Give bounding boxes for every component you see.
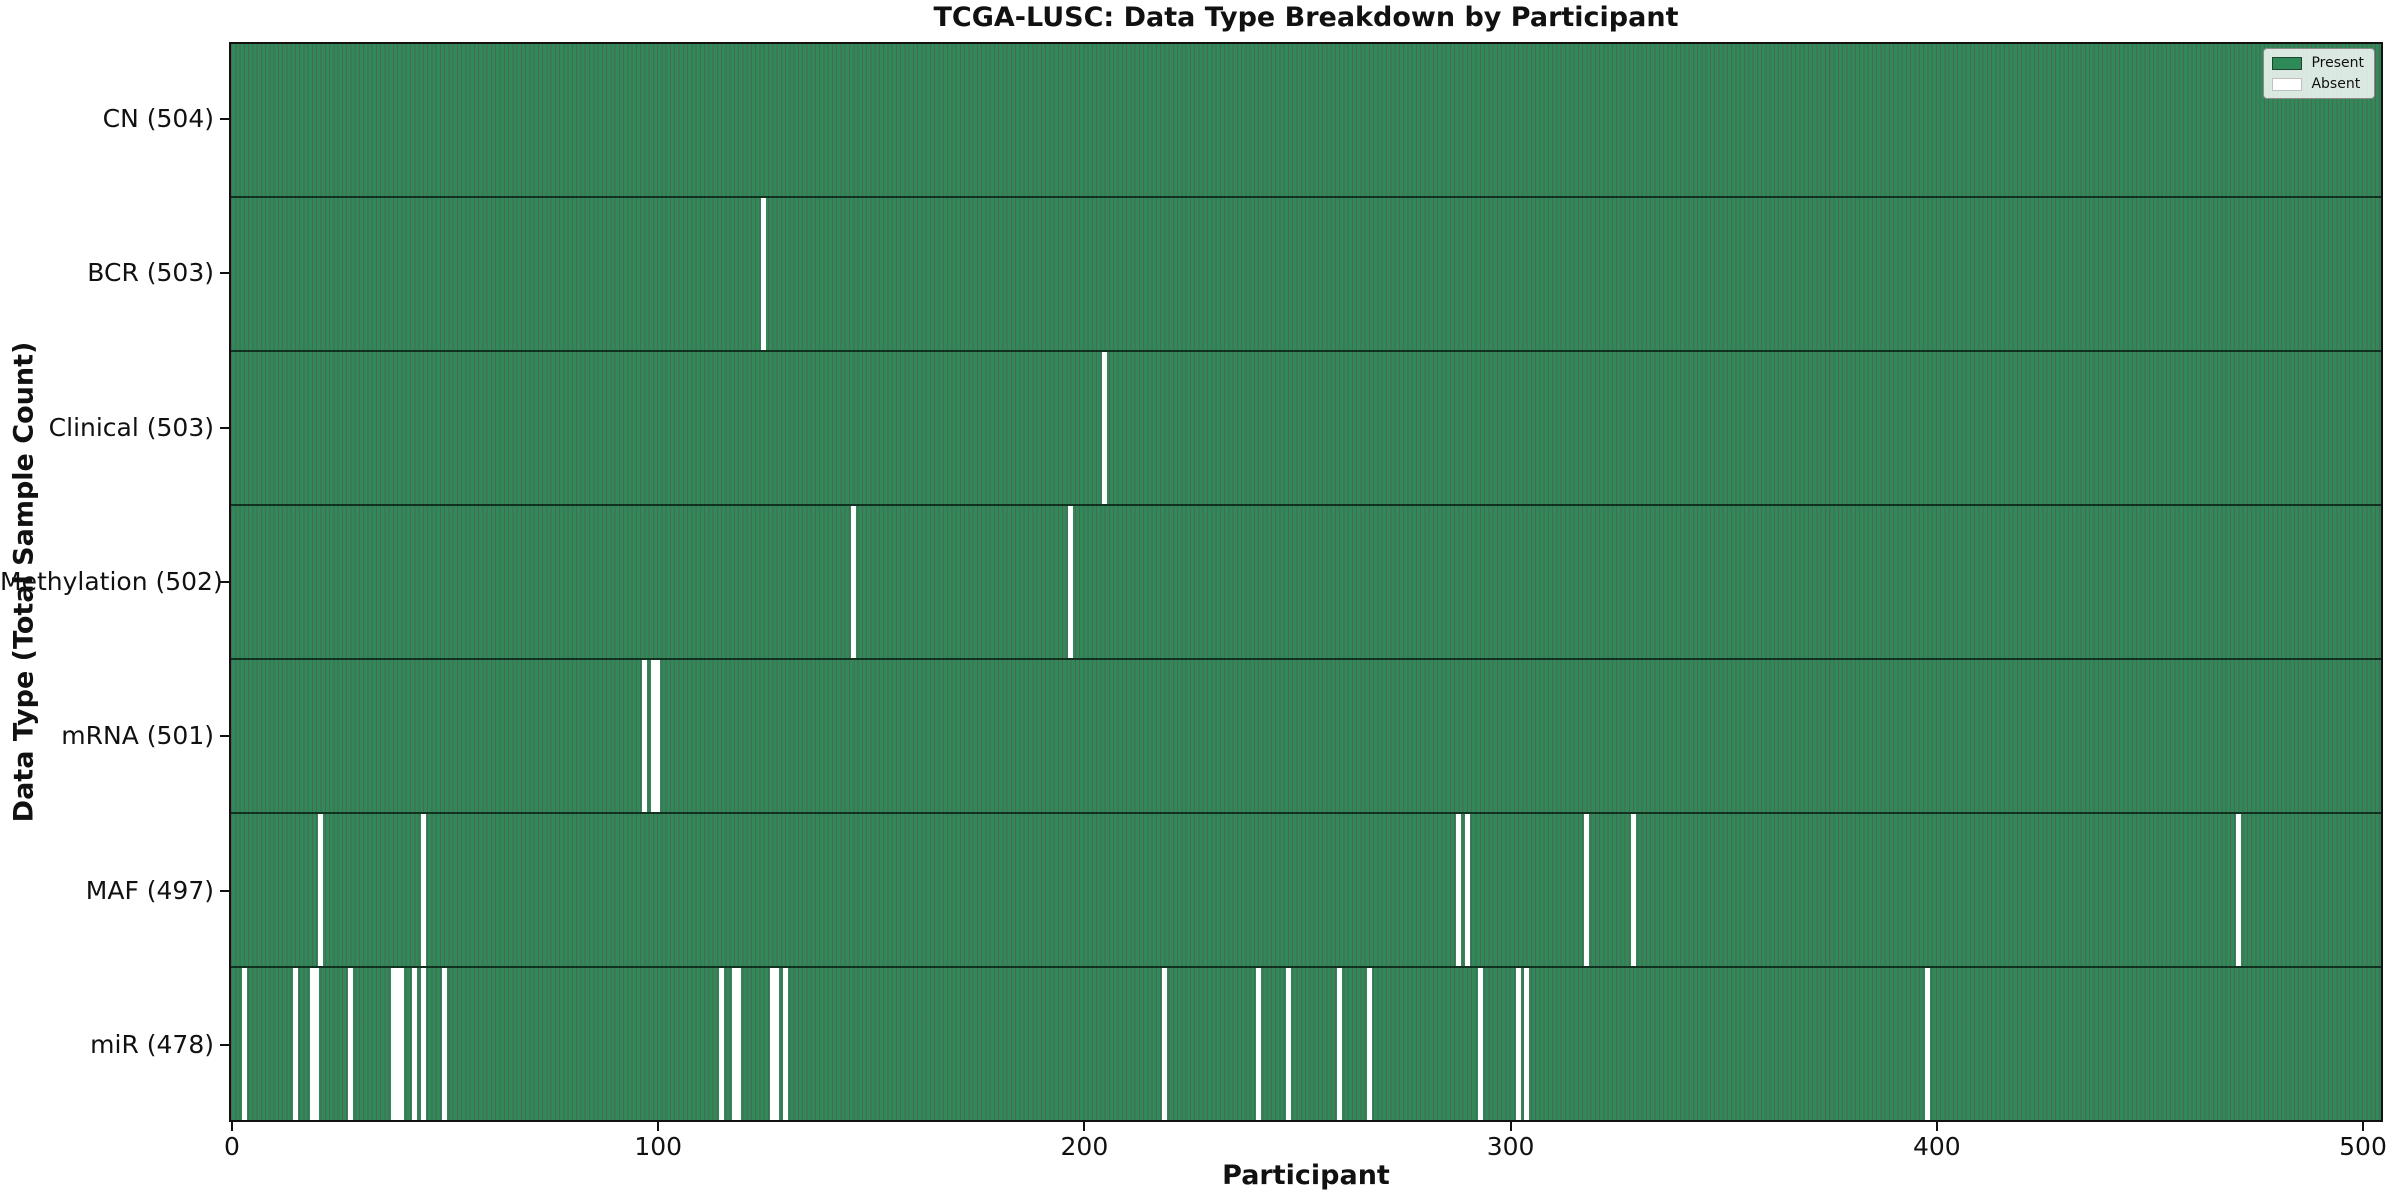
absent-gap (348, 968, 354, 1120)
absent-gap (1336, 968, 1342, 1120)
legend-label-absent: Absent (2311, 76, 2361, 92)
absent-gap (1584, 814, 1590, 966)
y-tick-mark (220, 735, 229, 738)
absent-gap (1255, 968, 1261, 1120)
y-tick-mark (220, 426, 229, 429)
absent-gap (420, 968, 426, 1120)
absent-gap (441, 968, 447, 1120)
absent-gap (1630, 814, 1636, 966)
y-tick-label: BCR (503) (87, 258, 214, 288)
absent-gap (241, 968, 247, 1120)
legend: Present Absent (2263, 48, 2375, 99)
absent-gap (292, 968, 298, 1120)
data-row-bcr (231, 198, 2381, 352)
x-tick-mark (1935, 1122, 1938, 1131)
x-tick-label: 300 (1486, 1132, 1535, 1161)
absent-gap (1162, 968, 1168, 1120)
absent-gap (735, 968, 741, 1120)
legend-swatch-absent-icon (2272, 77, 2303, 91)
legend-entry-present: Present (2272, 55, 2364, 71)
absent-gap (1068, 506, 1074, 658)
x-axis-label: Participant (1222, 1160, 1390, 1191)
y-tick-label: Clinical (503) (48, 412, 214, 442)
data-row-maf (231, 814, 2381, 968)
absent-gap (1102, 352, 1108, 504)
x-tick-mark (1083, 1122, 1086, 1131)
absent-gap (1456, 814, 1462, 966)
y-tick-mark (220, 118, 229, 121)
y-tick-label: MAF (497) (85, 875, 214, 905)
x-tick-mark (657, 1122, 660, 1131)
absent-gap (318, 814, 324, 966)
y-tick-label: CN (504) (102, 104, 214, 134)
y-tick-label: miR (478) (90, 1029, 214, 1059)
absent-gap (1925, 968, 1930, 1120)
x-tick-mark (2362, 1122, 2364, 1131)
legend-label-present: Present (2311, 55, 2364, 71)
absent-gap (1524, 968, 1530, 1120)
absent-gap (718, 968, 724, 1120)
x-tick-mark (1509, 1122, 1512, 1131)
absent-gap (1515, 968, 1521, 1120)
legend-entry-absent: Absent (2272, 76, 2364, 92)
absent-gap (420, 814, 426, 966)
absent-gap (761, 198, 767, 350)
data-row-mir (231, 968, 2381, 1120)
absent-gap (412, 968, 417, 1120)
absent-gap (1285, 968, 1291, 1120)
x-tick-label: 0 (224, 1132, 240, 1161)
legend-swatch-present-icon (2272, 56, 2303, 70)
y-tick-mark (220, 1043, 229, 1046)
absent-gap (642, 660, 648, 812)
chart-title: TCGA-LUSC: Data Type Breakdown by Partic… (933, 2, 1679, 33)
x-tick-label: 500 (2339, 1132, 2387, 1161)
y-tick-mark (220, 581, 229, 583)
data-row-cn (231, 44, 2381, 198)
x-tick-label: 400 (1912, 1132, 1961, 1161)
x-tick-label: 100 (634, 1132, 683, 1161)
y-tick-mark (220, 889, 229, 892)
y-tick-label: Methylation (502) (0, 567, 223, 596)
absent-gap (850, 506, 856, 658)
absent-gap (731, 968, 737, 1120)
plot-area: Present Absent (229, 42, 2383, 1122)
data-row-methylation (231, 506, 2381, 660)
absent-gap (1464, 814, 1470, 966)
y-tick-label: mRNA (501) (61, 721, 214, 751)
absent-gap (309, 968, 315, 1120)
absent-gap (774, 968, 780, 1120)
absent-gap (1366, 968, 1372, 1120)
absent-gap (390, 968, 396, 1120)
absent-gap (2236, 814, 2242, 966)
x-tick-label: 200 (1060, 1132, 1109, 1161)
absent-gap (770, 968, 775, 1120)
absent-gap (654, 660, 660, 812)
absent-gap (782, 968, 788, 1120)
data-row-clinical (231, 352, 2381, 506)
absent-gap (399, 968, 405, 1120)
absent-gap (650, 660, 656, 812)
absent-gap (394, 968, 400, 1120)
x-tick-mark (231, 1122, 233, 1131)
absent-gap (313, 968, 319, 1120)
absent-gap (1477, 968, 1483, 1120)
y-tick-mark (220, 272, 229, 275)
data-row-mrna (231, 660, 2381, 814)
